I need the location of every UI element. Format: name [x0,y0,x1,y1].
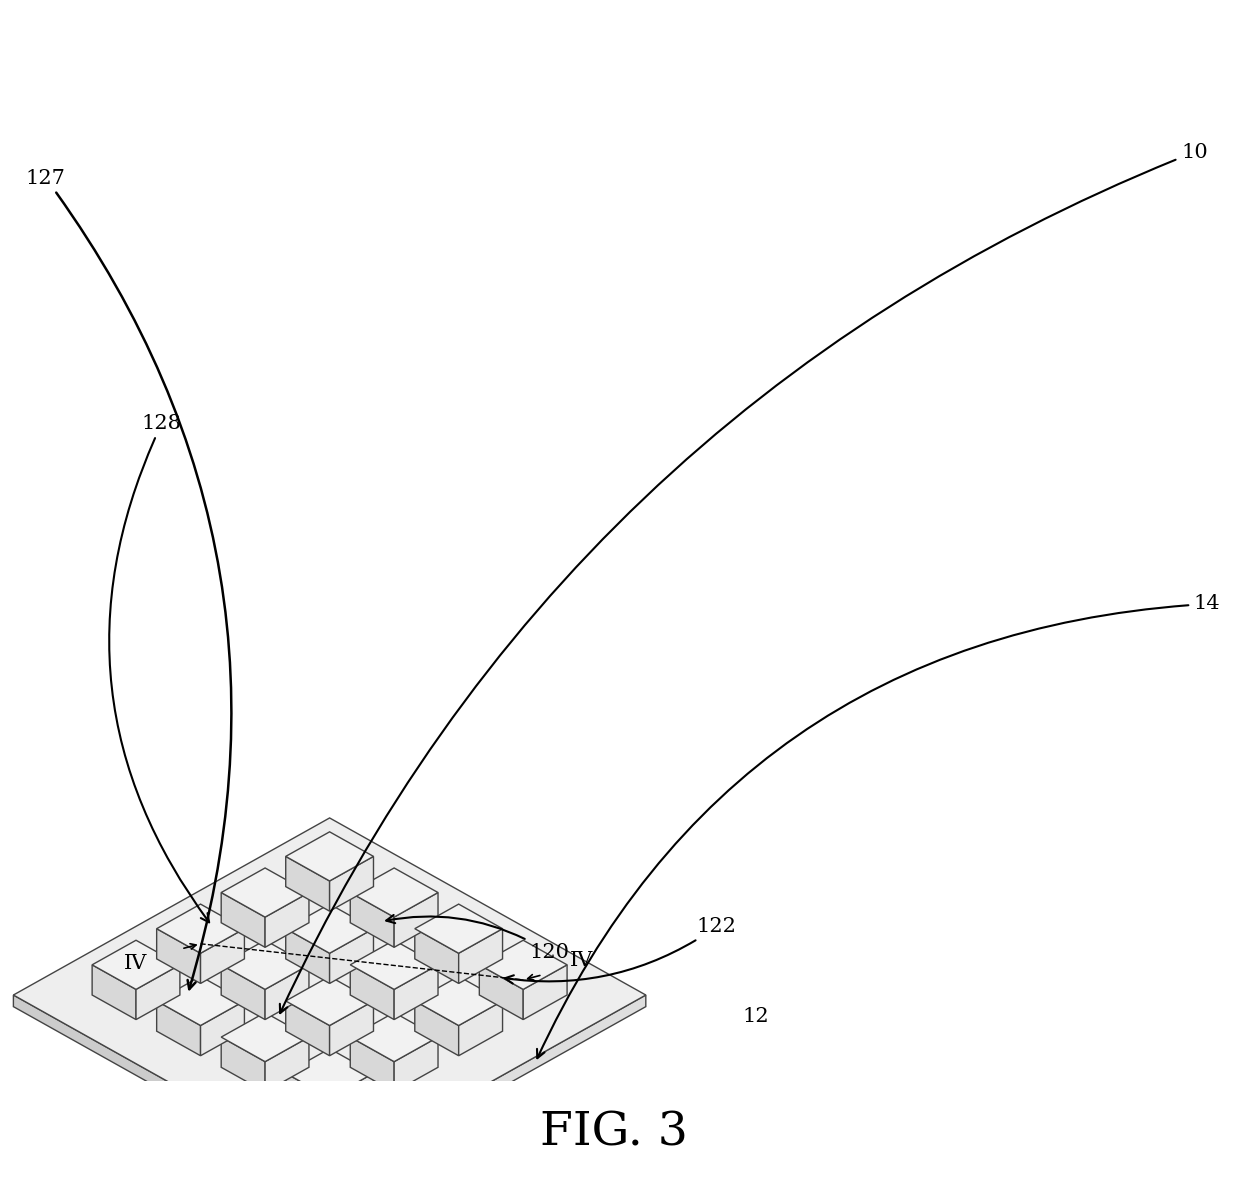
Polygon shape [350,1012,438,1061]
Polygon shape [415,1001,459,1055]
Polygon shape [350,1037,394,1092]
Polygon shape [285,1073,330,1128]
Polygon shape [201,929,244,983]
Polygon shape [92,964,136,1019]
Text: FIG. 3: FIG. 3 [539,1110,687,1156]
Text: 128: 128 [109,413,210,923]
Polygon shape [221,940,309,989]
Polygon shape [285,929,330,983]
Text: 120: 120 [386,915,569,962]
Polygon shape [330,995,646,1184]
Polygon shape [221,1012,309,1061]
Polygon shape [14,995,330,1184]
Polygon shape [156,1001,201,1055]
Polygon shape [221,893,265,948]
Polygon shape [350,964,394,1019]
Polygon shape [394,893,438,948]
Polygon shape [523,964,567,1019]
Text: IV: IV [569,951,593,970]
Polygon shape [285,905,373,954]
Polygon shape [285,857,330,911]
Polygon shape [265,964,309,1019]
Polygon shape [459,929,502,983]
Text: 127: 127 [26,168,232,989]
Polygon shape [394,1037,438,1092]
Polygon shape [330,929,373,983]
Polygon shape [156,976,244,1025]
Polygon shape [330,1001,373,1055]
Polygon shape [221,1037,265,1092]
Polygon shape [265,893,309,948]
Polygon shape [285,1001,330,1055]
Polygon shape [394,964,438,1019]
Polygon shape [480,940,567,989]
Polygon shape [136,964,180,1019]
Polygon shape [480,964,523,1019]
Polygon shape [221,964,265,1019]
Text: 12: 12 [743,1007,769,1027]
Polygon shape [350,893,394,948]
Polygon shape [285,1049,373,1098]
Polygon shape [156,905,244,954]
Polygon shape [285,976,373,1025]
Polygon shape [221,868,309,917]
Polygon shape [459,1001,502,1055]
Polygon shape [92,940,180,989]
Polygon shape [350,868,438,917]
Text: IV: IV [124,954,148,973]
Polygon shape [201,1001,244,1055]
Polygon shape [156,929,201,983]
Polygon shape [350,940,438,989]
Text: 14: 14 [537,594,1220,1058]
Text: 10: 10 [280,142,1208,1013]
Text: 122: 122 [505,917,737,983]
Polygon shape [415,929,459,983]
Polygon shape [415,905,502,954]
Polygon shape [14,817,646,1172]
Polygon shape [265,1037,309,1092]
Polygon shape [285,832,373,881]
Polygon shape [415,976,502,1025]
Polygon shape [330,857,373,911]
Polygon shape [330,1073,373,1128]
